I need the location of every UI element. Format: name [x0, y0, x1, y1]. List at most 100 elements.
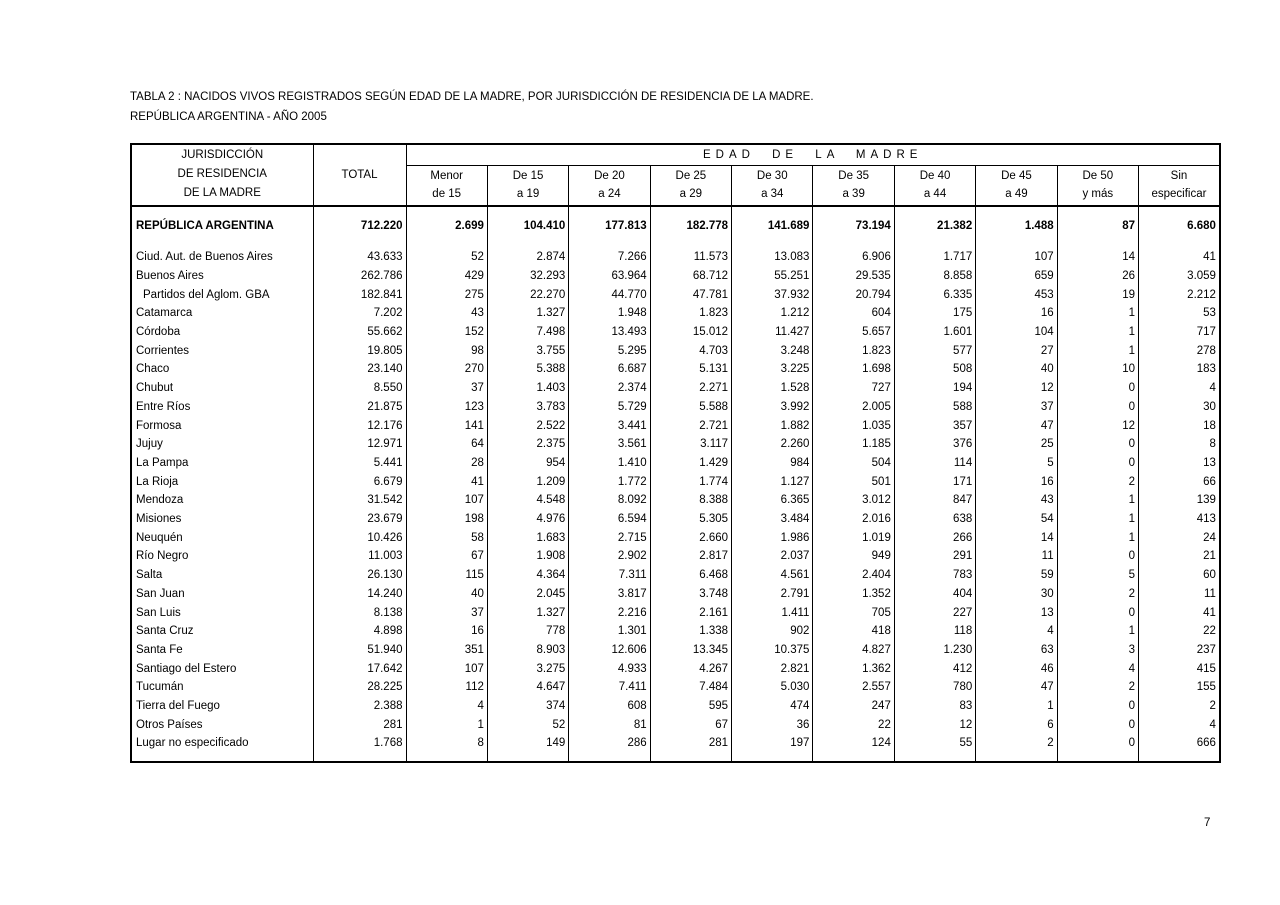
page-number: 7: [1204, 817, 1211, 829]
value-cell: 418: [812, 622, 895, 641]
jurisdiction-cell: Buenos Aires: [136, 269, 204, 282]
value-cell: 7.484: [649, 678, 732, 698]
age-column-header: Menor de 15: [405, 165, 488, 207]
value-cell: 47: [975, 678, 1058, 698]
value-cell: 0: [1056, 734, 1139, 754]
value-cell: 6.594: [568, 510, 651, 529]
value-cell: 21.875: [312, 397, 406, 417]
age-column-header-line: De 45: [1001, 169, 1032, 182]
value-cell: 6: [975, 715, 1058, 735]
value-cell: 23.679: [312, 510, 406, 529]
table-subtitle: REPÚBLICA ARGENTINA - AÑO 2005: [130, 110, 327, 123]
value-cell: 19: [1056, 285, 1139, 305]
value-cell: 291: [893, 547, 976, 567]
value-cell: 114: [893, 453, 976, 473]
value-cell: 1: [1056, 491, 1139, 511]
value-cell: 1.410: [568, 453, 651, 473]
value-cell: 107: [975, 248, 1058, 267]
value-cell: 1.528: [731, 379, 813, 398]
value-cell: 4: [405, 697, 488, 716]
value-cell: 6.335: [893, 285, 976, 305]
value-cell: 52: [405, 248, 488, 267]
value-cell: 949: [812, 547, 895, 567]
age-column-header: De 30 a 34: [731, 165, 813, 207]
value-cell: 2.821: [731, 659, 813, 679]
table-row: Buenos Aires 262.786 429 32.293 63.964 68.712…: [131, 266, 1220, 286]
table-bottom-spacer: [131, 753, 1220, 763]
value-cell: 1.683: [486, 528, 569, 548]
table-header: JURISDICCIÓN DE RESIDENCIA DE LA MADRE T…: [131, 144, 1220, 207]
jurisdiction-cell: Jujuy: [136, 438, 163, 451]
value-cell: 4: [1056, 659, 1139, 679]
jurisdiction-cell: Misiones: [136, 513, 182, 526]
value-cell: 4.976: [486, 510, 569, 529]
value-cell: 1: [1056, 341, 1139, 361]
value-cell: 659: [975, 266, 1058, 286]
value-cell: 3.275: [486, 659, 569, 679]
value-cell: 37.932: [731, 285, 813, 305]
value-cell: 604: [812, 304, 895, 324]
value-cell: 3.248: [731, 341, 813, 361]
value-cell: 2.874: [486, 248, 569, 267]
value-cell: 7.266: [568, 248, 651, 267]
value-cell: 2.388: [312, 697, 406, 716]
value-cell: 11: [1138, 584, 1220, 604]
value-cell: 415: [1138, 659, 1220, 679]
table-row: Otros Países 281 1 52 81 67 36 22 12 6 0 4: [131, 715, 1220, 735]
value-cell: 404: [893, 584, 976, 604]
value-cell: 1: [1056, 304, 1139, 324]
value-cell: 12.176: [312, 416, 406, 436]
value-cell: 2.216: [568, 603, 651, 623]
value-cell: 73.194: [812, 205, 895, 249]
value-cell: 22: [1138, 622, 1220, 641]
value-cell: 152: [405, 323, 488, 342]
value-cell: 351: [405, 640, 488, 660]
value-cell: 13: [1138, 453, 1220, 473]
value-cell: 30: [1138, 397, 1220, 417]
value-cell: 954: [486, 453, 569, 473]
value-cell: 1.411: [731, 603, 813, 623]
value-cell: 281: [312, 715, 406, 735]
value-cell: 8.858: [893, 266, 976, 286]
value-cell: 1.019: [812, 528, 895, 548]
value-cell: 123: [405, 397, 488, 417]
value-cell: 374: [486, 697, 569, 716]
value-cell: 112: [405, 678, 488, 698]
jurisdiction-cell: Catamarca: [136, 307, 193, 320]
value-cell: 2.660: [649, 528, 732, 548]
value-cell: 5: [1056, 566, 1139, 585]
value-cell: 2.260: [731, 435, 813, 454]
value-cell: 5.305: [649, 510, 732, 529]
value-cell: 6.687: [568, 360, 651, 380]
value-cell: 31.542: [312, 491, 406, 511]
age-column-header: De 45 a 49: [975, 165, 1058, 207]
jurisdiction-header-line: DE LA MADRE: [183, 187, 261, 200]
value-cell: 26: [1056, 266, 1139, 286]
value-cell: 2.212: [1138, 285, 1220, 305]
births-table: JURISDICCIÓN DE RESIDENCIA DE LA MADRE T…: [130, 143, 1221, 764]
value-cell: 13.345: [649, 640, 732, 660]
value-cell: 7.411: [568, 678, 651, 698]
value-cell: 12: [893, 715, 976, 735]
value-cell: 1.768: [312, 734, 406, 754]
value-cell: 1.327: [486, 603, 569, 623]
value-cell: 4.933: [568, 659, 651, 679]
value-cell: 32.293: [486, 266, 569, 286]
jurisdiction-header: JURISDICCIÓN DE RESIDENCIA DE LA MADRE: [131, 144, 313, 207]
value-cell: 182.841: [312, 285, 406, 305]
value-cell: 3.225: [731, 360, 813, 380]
value-cell: 1.127: [731, 472, 813, 492]
value-cell: 0: [1056, 379, 1139, 398]
value-cell: 5.729: [568, 397, 651, 417]
value-cell: 638: [893, 510, 976, 529]
value-cell: 124: [812, 734, 895, 754]
age-column-header: De 50 y más: [1056, 165, 1139, 207]
value-cell: 8: [405, 734, 488, 754]
jurisdiction-cell: Corrientes: [136, 344, 190, 357]
jurisdiction-cell: Lugar no especificado: [136, 737, 249, 750]
header-row-top: JURISDICCIÓN DE RESIDENCIA DE LA MADRE T…: [131, 144, 1220, 207]
value-cell: 0: [1056, 697, 1139, 716]
value-cell: 1.362: [812, 659, 895, 679]
value-cell: 68.712: [649, 266, 732, 286]
table-row: REPÚBLICA ARGENTINA 712.220 2.699 104.410 17…: [131, 205, 1220, 249]
